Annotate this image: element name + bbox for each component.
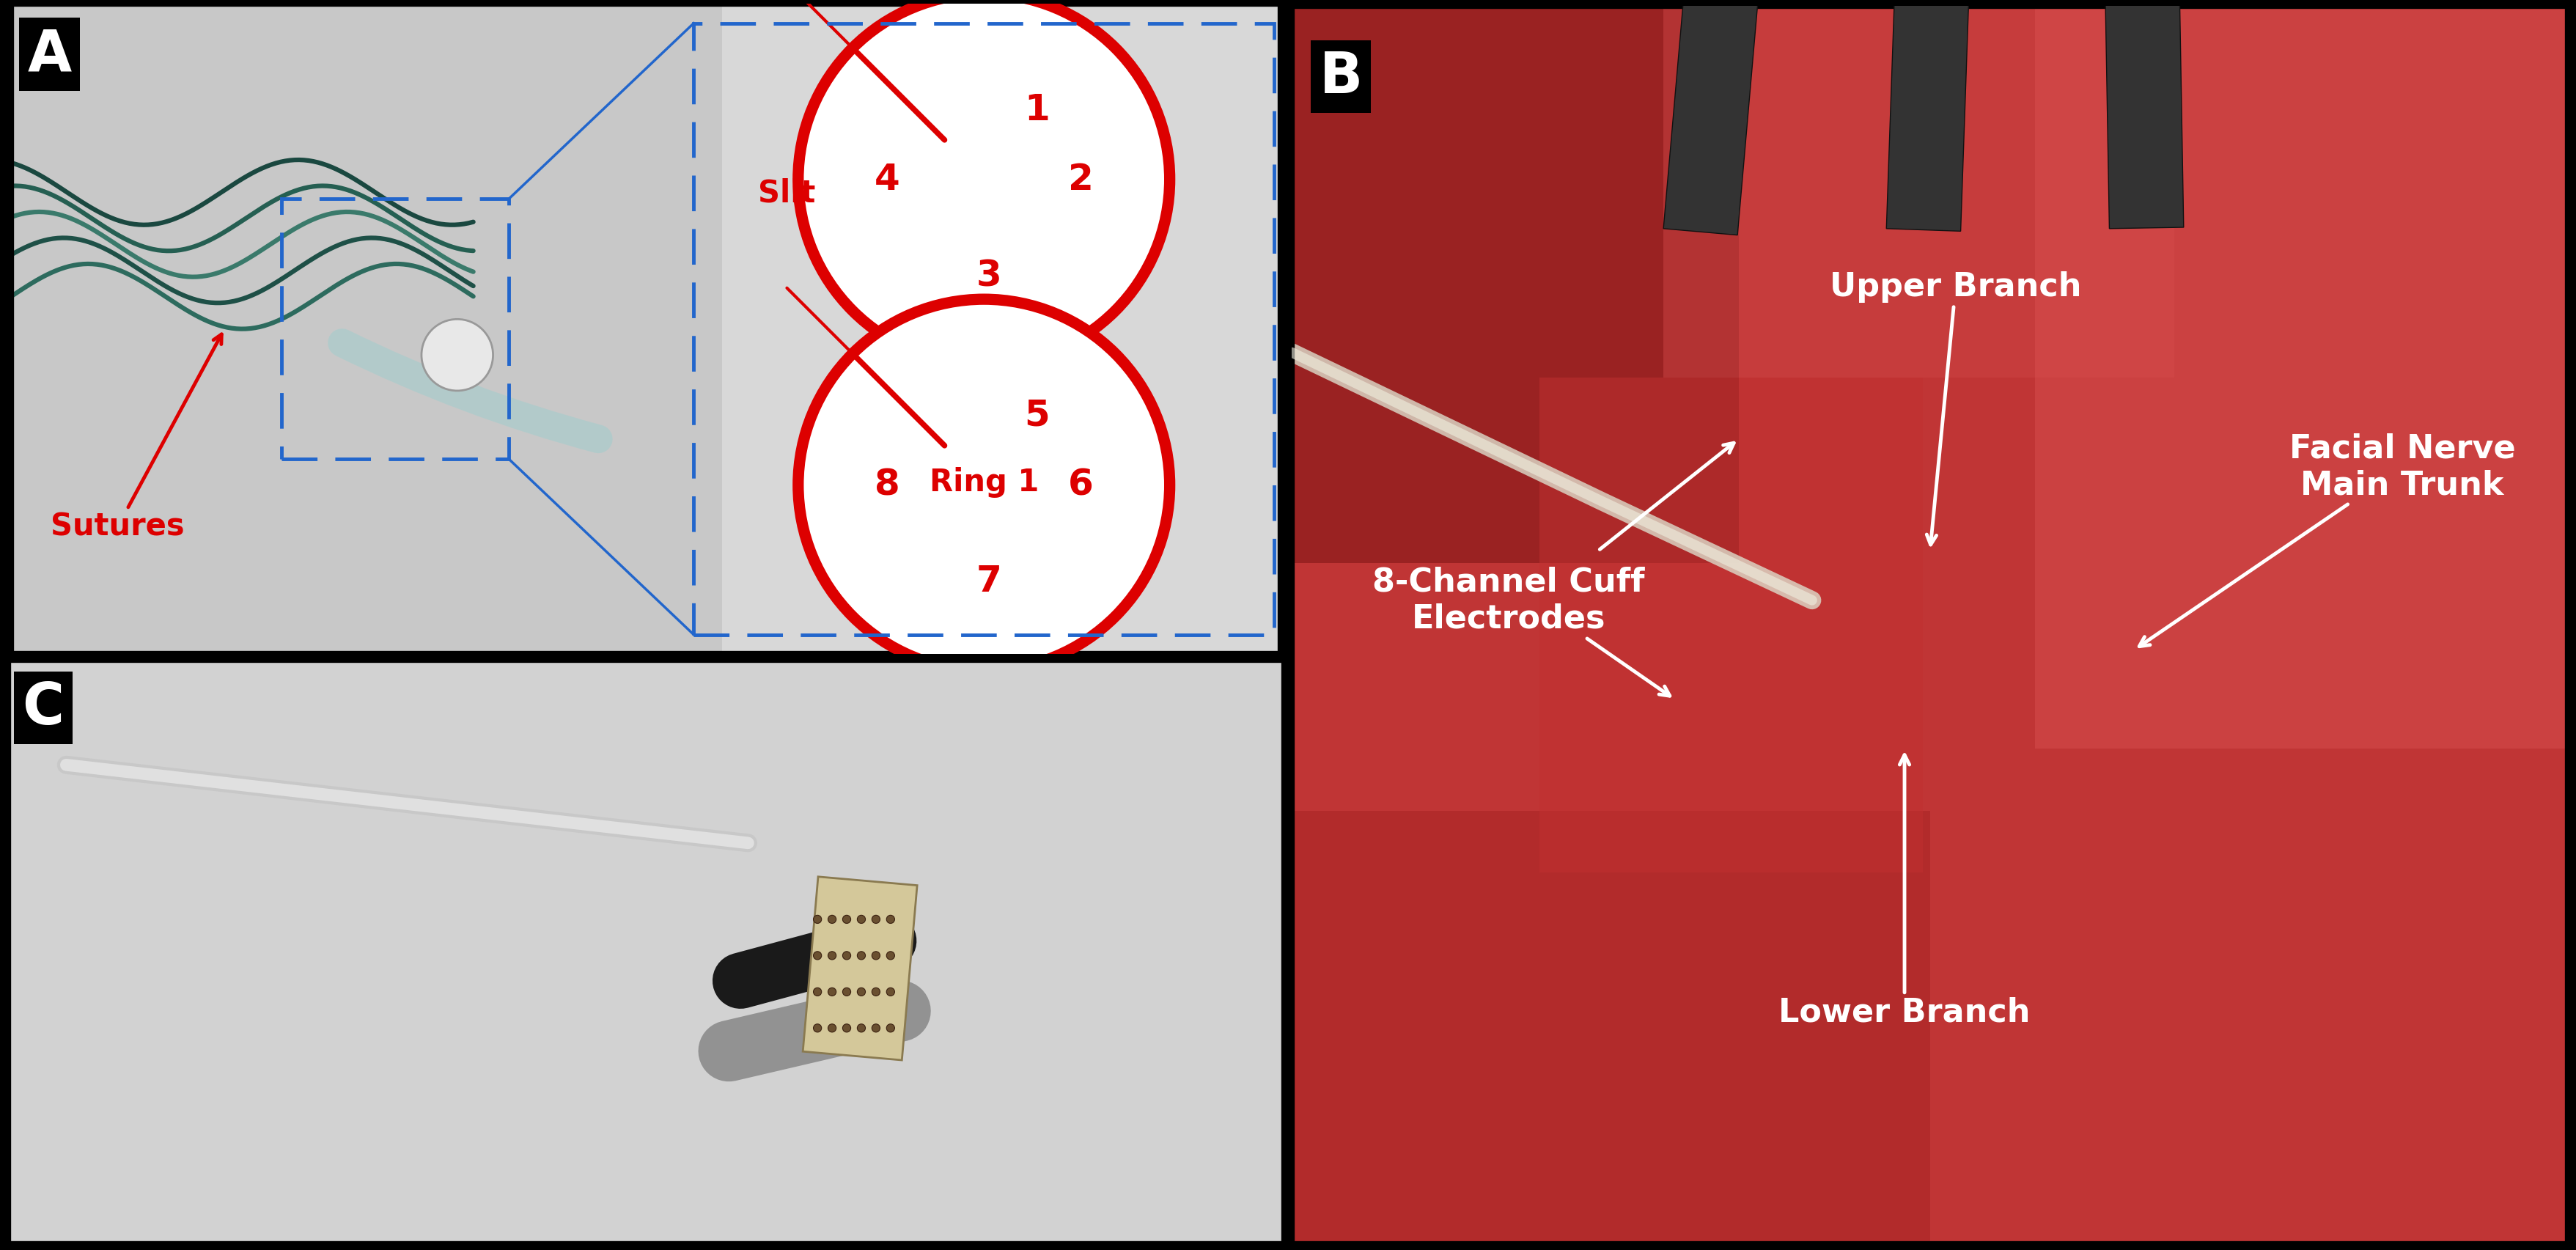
- Text: 4: 4: [876, 161, 899, 198]
- Text: 2: 2: [1069, 161, 1092, 198]
- Text: 6: 6: [1069, 468, 1092, 502]
- Circle shape: [799, 0, 1170, 365]
- Text: Slit: Slit: [757, 178, 817, 209]
- Bar: [1664, 0, 1762, 235]
- Circle shape: [827, 988, 837, 996]
- Bar: [2105, 0, 2184, 229]
- Text: C: C: [23, 680, 64, 736]
- Text: Ring 2: Ring 2: [930, 772, 1038, 804]
- Circle shape: [842, 915, 850, 924]
- Bar: [1886, 0, 1971, 231]
- Circle shape: [871, 1024, 881, 1032]
- Circle shape: [827, 915, 837, 924]
- Bar: [1540, 378, 1922, 872]
- Text: 1: 1: [1025, 92, 1051, 127]
- Text: A: A: [28, 26, 72, 82]
- Text: Lower Branch: Lower Branch: [1777, 755, 2030, 1029]
- Circle shape: [827, 1024, 837, 1032]
- Circle shape: [871, 988, 881, 996]
- Text: 7: 7: [976, 564, 1002, 599]
- Circle shape: [814, 988, 822, 996]
- Circle shape: [886, 1024, 894, 1032]
- Circle shape: [814, 915, 822, 924]
- Bar: [10, 4, 721, 654]
- Circle shape: [814, 1024, 822, 1032]
- Bar: [1291, 5, 1739, 563]
- Circle shape: [827, 951, 837, 960]
- Circle shape: [799, 299, 1170, 671]
- Text: Sutures: Sutures: [52, 334, 222, 541]
- Circle shape: [886, 988, 894, 996]
- Circle shape: [814, 951, 822, 960]
- FancyArrowPatch shape: [729, 1011, 899, 1051]
- Circle shape: [842, 951, 850, 960]
- Bar: [721, 4, 1280, 654]
- Circle shape: [842, 1024, 850, 1032]
- Circle shape: [858, 951, 866, 960]
- Text: 8-Channel Cuff
Electrodes: 8-Channel Cuff Electrodes: [1373, 566, 1646, 634]
- Text: B: B: [1319, 49, 1363, 105]
- Bar: [2035, 5, 2576, 749]
- Circle shape: [858, 915, 866, 924]
- Circle shape: [842, 988, 850, 996]
- Text: Ring 1: Ring 1: [930, 468, 1038, 498]
- Text: Upper Branch: Upper Branch: [1829, 271, 2081, 545]
- Bar: [804, 876, 917, 1060]
- Circle shape: [871, 915, 881, 924]
- FancyArrowPatch shape: [343, 342, 598, 439]
- Circle shape: [422, 319, 492, 391]
- Circle shape: [886, 915, 894, 924]
- Text: 8: 8: [876, 468, 899, 502]
- Bar: [693, 24, 1275, 635]
- Circle shape: [886, 951, 894, 960]
- Bar: [1664, 5, 2174, 378]
- Text: Facial Nerve
Main Trunk: Facial Nerve Main Trunk: [2138, 432, 2514, 646]
- Text: 3: 3: [976, 259, 1002, 294]
- Bar: [1291, 811, 1929, 1245]
- Circle shape: [858, 1024, 866, 1032]
- Circle shape: [871, 951, 881, 960]
- FancyArrowPatch shape: [739, 941, 889, 981]
- Circle shape: [858, 988, 866, 996]
- Text: 5: 5: [1025, 398, 1051, 432]
- Bar: [281, 199, 510, 459]
